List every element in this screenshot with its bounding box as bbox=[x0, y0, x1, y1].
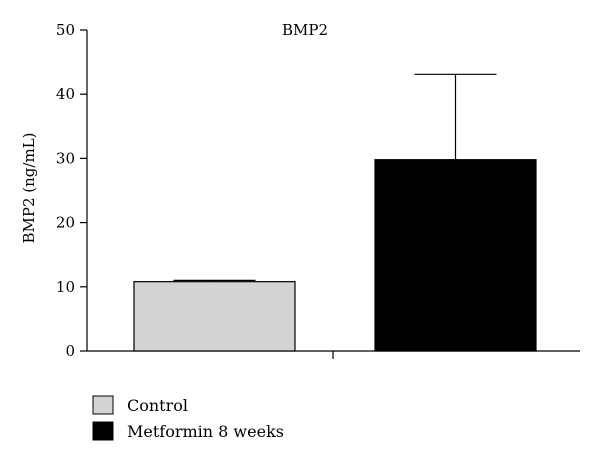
y-tick-label: 50 bbox=[56, 21, 75, 39]
y-tick-label: 40 bbox=[56, 85, 75, 103]
bars bbox=[133, 73, 537, 352]
legend-label: Metformin 8 weeks bbox=[127, 422, 284, 441]
legend-swatch bbox=[92, 395, 114, 415]
y-tick-label: 20 bbox=[56, 214, 75, 232]
y-tick-label: 10 bbox=[56, 278, 75, 296]
legend-swatch bbox=[92, 421, 114, 441]
y-axis-label: BMP2 (ng/mL) bbox=[20, 133, 38, 244]
chart-title: BMP2 bbox=[282, 21, 328, 39]
y-ticks: 0 10 20 30 40 50 bbox=[56, 21, 87, 360]
bar bbox=[133, 281, 296, 352]
y-tick-label: 0 bbox=[65, 342, 75, 360]
legend-label: Control bbox=[127, 396, 188, 415]
legend: Control Metformin 8 weeks bbox=[92, 395, 284, 441]
bar bbox=[374, 159, 537, 352]
y-tick-label: 30 bbox=[56, 149, 75, 167]
